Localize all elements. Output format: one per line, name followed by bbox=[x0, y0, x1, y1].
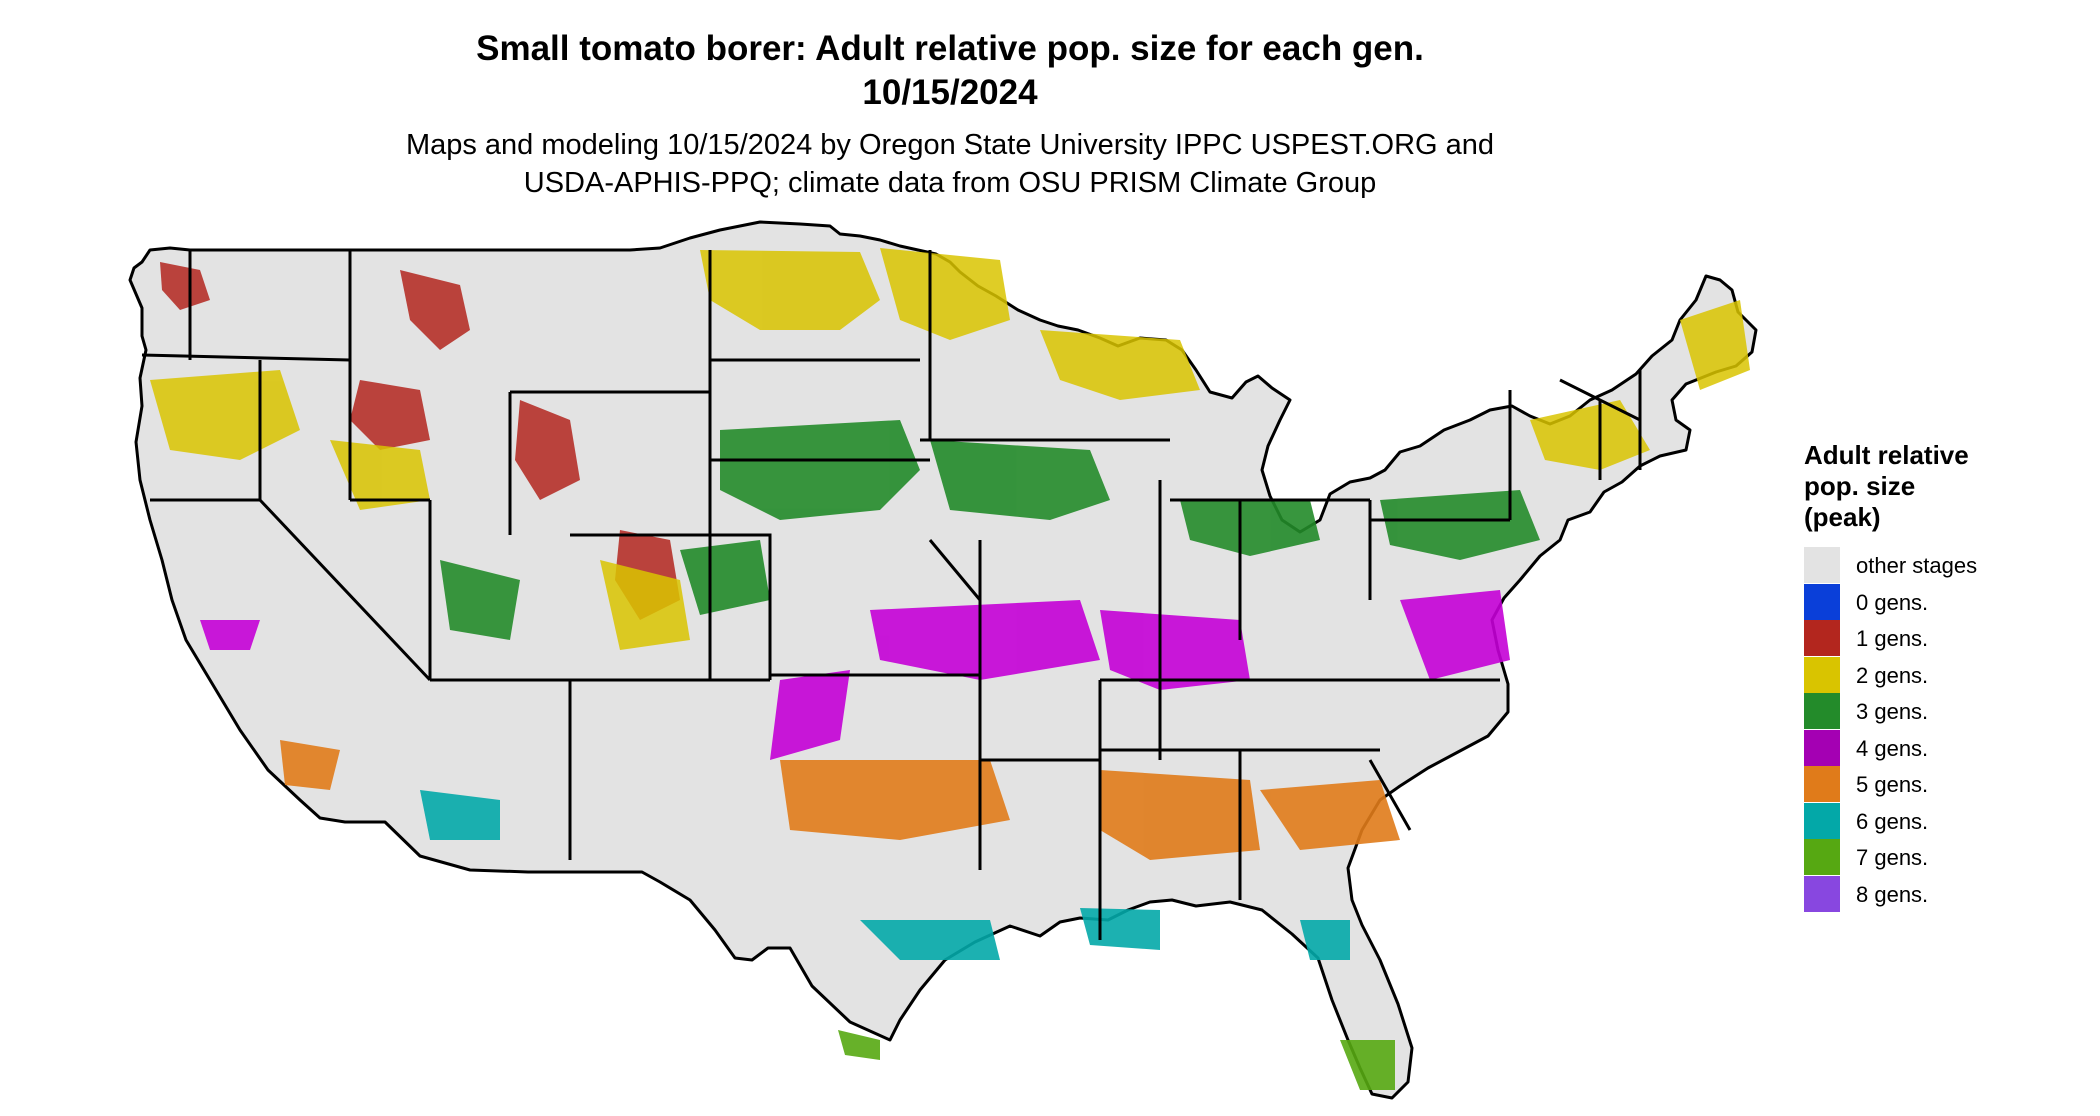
gen-6-regions bbox=[420, 790, 1350, 960]
legend-item: 4 gens. bbox=[1804, 729, 2084, 767]
legend-item: 1 gens. bbox=[1804, 620, 2084, 657]
legend-swatch bbox=[1804, 729, 1840, 766]
legend-title: Adult relative pop. size (peak) bbox=[1804, 440, 1969, 532]
legend-item: 0 gens. bbox=[1804, 583, 2084, 621]
legend-swatch bbox=[1804, 547, 1840, 583]
legend-label: 6 gens. bbox=[1856, 808, 1929, 834]
map-title-date: 10/15/2024 bbox=[862, 73, 1038, 112]
legend-swatch bbox=[1804, 802, 1840, 839]
legend-item: 5 gens. bbox=[1804, 766, 2084, 803]
gen-2-regions bbox=[150, 248, 1750, 650]
legend-item: 7 gens. bbox=[1804, 839, 2084, 876]
gen-3-regions bbox=[440, 420, 1540, 640]
legend-item: 3 gens. bbox=[1804, 693, 2084, 730]
legend-swatch bbox=[1804, 766, 1840, 802]
legend-items: other stages 0 gens. 1 gens. 2 gens. 3 gens.… bbox=[1804, 547, 2084, 912]
legend-swatch bbox=[1804, 620, 1840, 656]
legend-swatch bbox=[1804, 656, 1840, 693]
state-borders bbox=[141, 250, 1642, 940]
legend-label: 2 gens. bbox=[1856, 662, 1929, 688]
legend-swatch bbox=[1804, 875, 1840, 912]
legend-swatch bbox=[1804, 839, 1840, 875]
map-subtitle-line-1: Maps and modeling 10/15/2024 by Oregon S… bbox=[405, 129, 1495, 161]
legend-label: 3 gens. bbox=[1856, 699, 1929, 724]
legend-item: 6 gens. bbox=[1804, 802, 2084, 840]
map-subtitle-line-2: USDA-APHIS-PPQ; climate data from OSU PR… bbox=[523, 167, 1377, 199]
legend-label: 8 gens. bbox=[1856, 881, 1929, 907]
gen-5-regions bbox=[280, 740, 1400, 860]
legend-item: other stages bbox=[1804, 547, 2084, 584]
legend-label: 1 gens. bbox=[1856, 626, 1929, 651]
gen-7-regions bbox=[838, 1030, 1395, 1090]
legend-label: 5 gens. bbox=[1856, 772, 1929, 797]
gen-4-regions bbox=[200, 590, 1510, 760]
legend-swatch bbox=[1804, 583, 1840, 620]
legend-swatch bbox=[1804, 693, 1840, 729]
legend-label: 4 gens. bbox=[1856, 735, 1929, 761]
map-title-line-1: Small tomato borer: Adult relative pop. … bbox=[476, 29, 1424, 68]
map-legend: Adult relative pop. size (peak) other st… bbox=[1804, 440, 2084, 912]
us-generation-map bbox=[128, 220, 1758, 1100]
legend-item: 8 gens. bbox=[1804, 875, 2084, 913]
legend-label: 0 gens. bbox=[1856, 589, 1929, 615]
legend-label: other stages bbox=[1856, 553, 1978, 578]
legend-item: 2 gens. bbox=[1804, 656, 2084, 694]
legend-label: 7 gens. bbox=[1856, 845, 1929, 870]
